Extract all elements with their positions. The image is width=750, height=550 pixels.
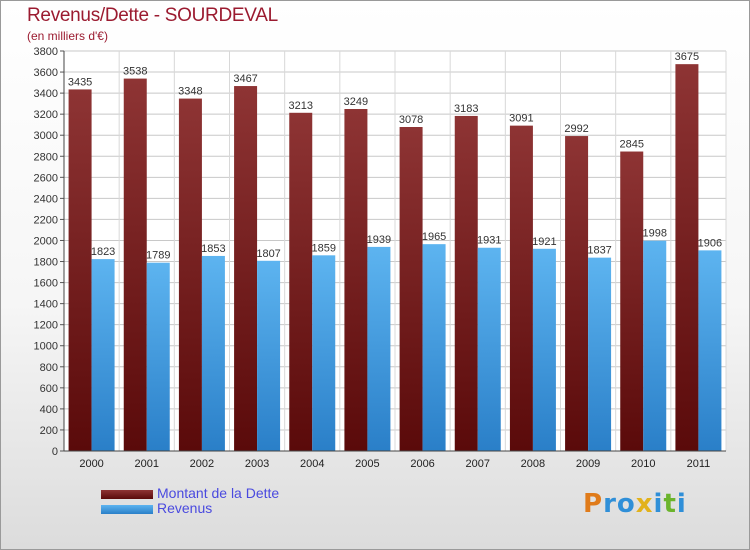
chart-subtitle: (en milliers d'€) <box>27 29 108 43</box>
x-tick-label: 2008 <box>521 458 545 470</box>
y-tick-label: 3400 <box>34 88 58 100</box>
bar-revenus <box>91 259 115 451</box>
bar-dette-value-label: 3249 <box>344 96 368 108</box>
y-tick-label: 0 <box>52 446 58 458</box>
x-tick-label: 2010 <box>631 458 655 470</box>
x-tick-label: 2001 <box>135 458 159 470</box>
bar-revenus <box>698 250 722 451</box>
x-tick-label: 2002 <box>190 458 214 470</box>
y-tick-label: 200 <box>40 425 58 437</box>
bar-dette-value-label: 3078 <box>399 114 423 126</box>
x-tick-label: 2006 <box>410 458 434 470</box>
bar-dette <box>68 89 92 451</box>
bar-revenus <box>477 247 501 451</box>
bar-revenus-value-label: 1823 <box>91 246 115 258</box>
y-tick-label: 2800 <box>34 151 58 163</box>
bar-dette-value-label: 3091 <box>509 113 533 125</box>
y-tick-label: 800 <box>40 362 58 374</box>
bar-dette <box>565 136 589 452</box>
x-tick-label: 2007 <box>466 458 490 470</box>
bar-revenus-value-label: 1789 <box>146 250 170 262</box>
bar-dette <box>344 109 368 451</box>
bar-revenus-value-label: 1859 <box>312 242 336 254</box>
bar-dette-value-label: 3213 <box>289 100 313 112</box>
bar-revenus-value-label: 1837 <box>587 245 611 257</box>
bar-dette-value-label: 3183 <box>454 103 478 115</box>
y-tick-label: 2600 <box>34 172 58 184</box>
y-tick-label: 1600 <box>34 278 58 290</box>
bar-revenus-value-label: 1853 <box>201 243 225 255</box>
bar-revenus-value-label: 1921 <box>532 236 556 248</box>
logo-letter: x <box>635 489 654 519</box>
bar-revenus-value-label: 1906 <box>698 237 722 249</box>
y-tick-label: 2000 <box>34 235 58 247</box>
bar-dette-value-label: 3435 <box>68 76 92 88</box>
bar-revenus-value-label: 1939 <box>367 234 391 246</box>
bar-revenus-value-label: 1807 <box>256 248 280 260</box>
bar-dette <box>178 98 202 451</box>
bar-dette <box>289 112 313 451</box>
chart-title: Revenus/Dette - SOURDEVAL <box>27 5 278 26</box>
proxiti-logo: Proxiti <box>583 489 687 519</box>
bar-dette-value-label: 3467 <box>233 73 257 85</box>
bar-revenus <box>257 260 281 451</box>
bar-revenus-value-label: 1965 <box>422 231 446 243</box>
bar-revenus <box>422 244 446 451</box>
legend-label-revenus: Revenus <box>157 500 213 516</box>
legend-swatch-revenus <box>101 505 153 514</box>
x-tick-label: 2004 <box>300 458 324 470</box>
bar-dette <box>509 125 533 451</box>
bar-revenus <box>367 246 391 451</box>
logo-letter: P <box>583 489 604 519</box>
bar-dette <box>234 86 258 451</box>
y-tick-label: 3000 <box>34 130 58 142</box>
bar-revenus-value-label: 1931 <box>477 235 501 247</box>
bar-dette <box>454 115 478 452</box>
logo-letter: r <box>603 489 617 519</box>
bar-revenus <box>643 240 667 451</box>
bar-revenus <box>532 248 556 451</box>
bar-revenus-value-label: 1998 <box>643 228 667 240</box>
logo-letter: i <box>653 489 664 519</box>
logo-letter: o <box>616 489 636 519</box>
logo-letter: t <box>663 489 677 519</box>
bar-dette <box>123 78 147 451</box>
bar-dette <box>399 127 423 451</box>
bar-revenus <box>588 257 612 451</box>
bar-dette-value-label: 2845 <box>620 139 644 151</box>
y-tick-label: 1000 <box>34 341 58 353</box>
y-tick-label: 600 <box>40 383 58 395</box>
y-tick-label: 1400 <box>34 299 58 311</box>
y-tick-label: 3600 <box>34 67 58 79</box>
y-tick-label: 2200 <box>34 214 58 226</box>
bar-dette-value-label: 3348 <box>178 86 202 98</box>
y-tick-label: 3200 <box>34 109 58 121</box>
y-tick-label: 400 <box>40 404 58 416</box>
x-tick-label: 2003 <box>245 458 269 470</box>
bar-dette-value-label: 3675 <box>675 51 699 63</box>
bar-dette-value-label: 2992 <box>564 123 588 135</box>
bar-revenus <box>201 255 225 451</box>
logo-letter: i <box>676 489 687 519</box>
y-tick-label: 3800 <box>34 46 58 58</box>
bar-revenus <box>146 262 170 451</box>
bar-dette-value-label: 3538 <box>123 66 147 78</box>
x-tick-label: 2009 <box>576 458 600 470</box>
y-tick-label: 1200 <box>34 320 58 332</box>
legend-swatch-debt <box>101 490 153 499</box>
x-tick-label: 2005 <box>355 458 379 470</box>
y-tick-label: 2400 <box>34 193 58 205</box>
bar-dette <box>675 64 699 451</box>
x-tick-label: 2000 <box>79 458 103 470</box>
y-tick-label: 1800 <box>34 257 58 269</box>
legend-label-debt: Montant de la Dette <box>157 485 280 501</box>
bar-dette <box>620 151 644 452</box>
bar-revenus <box>312 255 336 451</box>
x-tick-label: 2011 <box>687 458 711 470</box>
